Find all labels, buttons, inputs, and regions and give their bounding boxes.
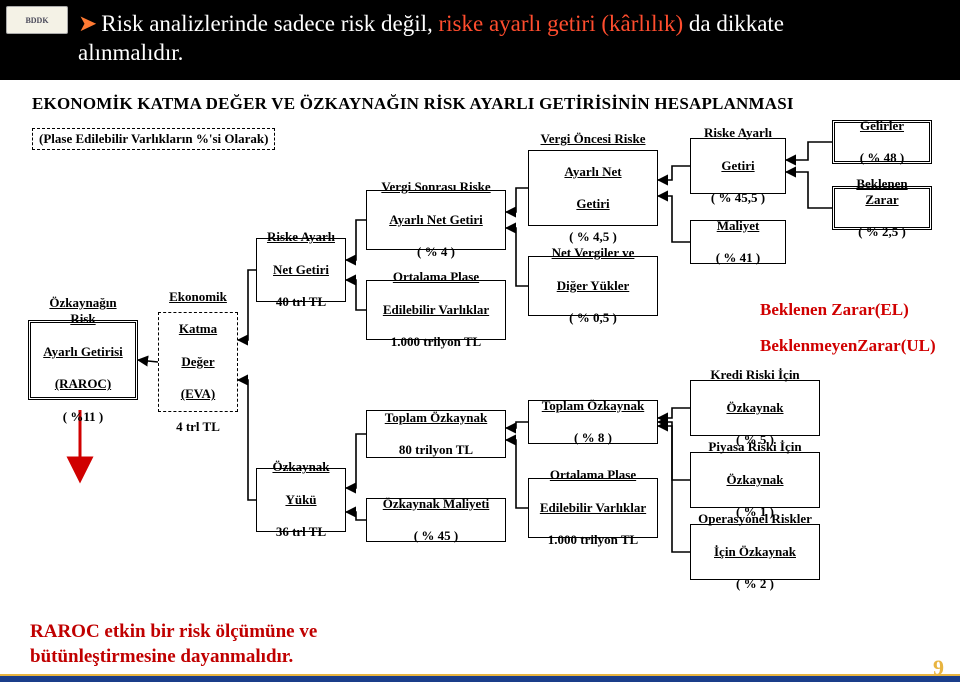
logo-bddk: BDDK (6, 6, 68, 34)
node-eva: EkonomikKatmaDeğer(EVA)4 trl TL (158, 312, 238, 412)
node-maliyet: Maliyet( % 41 ) (690, 220, 786, 264)
node-piyasa: Piyasa Riski İçinÖzkaynak( % 1 ) (690, 452, 820, 508)
slide-body: EKONOMİK KATMA DEĞER VE ÖZKAYNAĞIN RİSK … (0, 80, 960, 691)
title-pre: Risk analizlerinde sadece risk değil, (101, 11, 438, 36)
node-vs_getiri: Vergi Sonrası RiskeAyarlı Net Getiri( % … (366, 190, 506, 250)
footer-l1: RAROC etkin bir risk ölçümüne ve (30, 621, 317, 642)
node-ozkaynak_yuku: ÖzkaynakYükü36 trl TL (256, 468, 346, 532)
title-highlight: riske ayarlı getiri (kârlılık) (439, 11, 684, 36)
node-vo_getiri: Vergi Öncesi RiskeAyarlı NetGetiri( % 4,… (528, 150, 658, 226)
node-net_getiri: Riske AyarlıNet Getiri40 trl TL (256, 238, 346, 302)
title-text: ➤Risk analizlerinde sadece risk değil, r… (78, 10, 838, 68)
footer-l2: bütünleştirmesine dayanmalıdır. (30, 646, 293, 667)
node-raroc: Özkaynağın RiskAyarlı Getirisi(RAROC)( %… (28, 320, 138, 400)
label-el: Beklenen Zarar(EL) (760, 300, 909, 320)
node-ort_plase2: Ortalama PlaseEdilebilir Varlıklar1.000 … (528, 478, 658, 538)
node-top_ozk: Toplam Özkaynak80 trilyon TL (366, 410, 506, 458)
footer-text: RAROC etkin bir risk ölçümüne ve bütünle… (30, 620, 317, 669)
node-kredi: Kredi Riski İçinÖzkaynak( % 5 ) (690, 380, 820, 436)
node-ozk_maliyet: Özkaynak Maliyeti( % 45 ) (366, 498, 506, 542)
node-beklenen: Beklenen Zarar( % 2,5 ) (832, 186, 932, 230)
node-operasyonel: Operasyonel Risklerİçin Özkaynak( % 2 ) (690, 524, 820, 580)
node-gelirler: Gelirler( % 48 ) (832, 120, 932, 164)
bullet-arrow-icon: ➤ (78, 11, 97, 36)
node-ort_plase: Ortalama PlaseEdilebilir Varlıklar1.000 … (366, 280, 506, 340)
node-net_vergi: Net Vergiler veDiğer Yükler( % 0,5 ) (528, 256, 658, 316)
bottom-rule (0, 676, 960, 682)
node-ra_getiri: Riske AyarlıGetiri( % 45,5 ) (690, 138, 786, 194)
title-banner: BDDK ➤Risk analizlerinde sadece risk değ… (0, 0, 960, 80)
label-ul: BeklenmeyenZarar(UL) (760, 336, 936, 356)
node-top_ozk_pct: Toplam Özkaynak( % 8 ) (528, 400, 658, 444)
